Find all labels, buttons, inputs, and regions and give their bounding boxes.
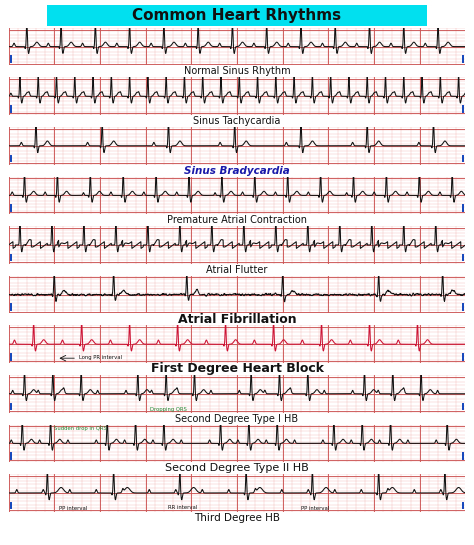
Text: Atrial Flutter: Atrial Flutter: [206, 265, 268, 275]
Text: Atrial Fibrillation: Atrial Fibrillation: [178, 313, 296, 326]
Text: Dropping QRS: Dropping QRS: [150, 407, 187, 412]
Text: First Degree Heart Block: First Degree Heart Block: [151, 362, 323, 376]
Text: RR interval: RR interval: [168, 505, 198, 510]
Text: Sinus Bradycardia: Sinus Bradycardia: [184, 166, 290, 175]
Text: Third Degree HB: Third Degree HB: [194, 513, 280, 523]
FancyBboxPatch shape: [47, 5, 427, 26]
Text: Sudden drop in QRS: Sudden drop in QRS: [54, 426, 107, 431]
Text: Second Degree Type I HB: Second Degree Type I HB: [175, 414, 299, 423]
Text: PP interval: PP interval: [59, 506, 87, 511]
Text: Premature Atrial Contraction: Premature Atrial Contraction: [167, 215, 307, 225]
Text: Common Heart Rhythms: Common Heart Rhythms: [132, 8, 342, 23]
Text: Second Degree Type II HB: Second Degree Type II HB: [165, 463, 309, 473]
Text: PP interval: PP interval: [301, 506, 329, 511]
Text: Long PR interval: Long PR interval: [79, 355, 122, 360]
Text: Normal Sinus Rhythm: Normal Sinus Rhythm: [184, 66, 290, 76]
Text: Sinus Tachycardia: Sinus Tachycardia: [193, 116, 281, 126]
